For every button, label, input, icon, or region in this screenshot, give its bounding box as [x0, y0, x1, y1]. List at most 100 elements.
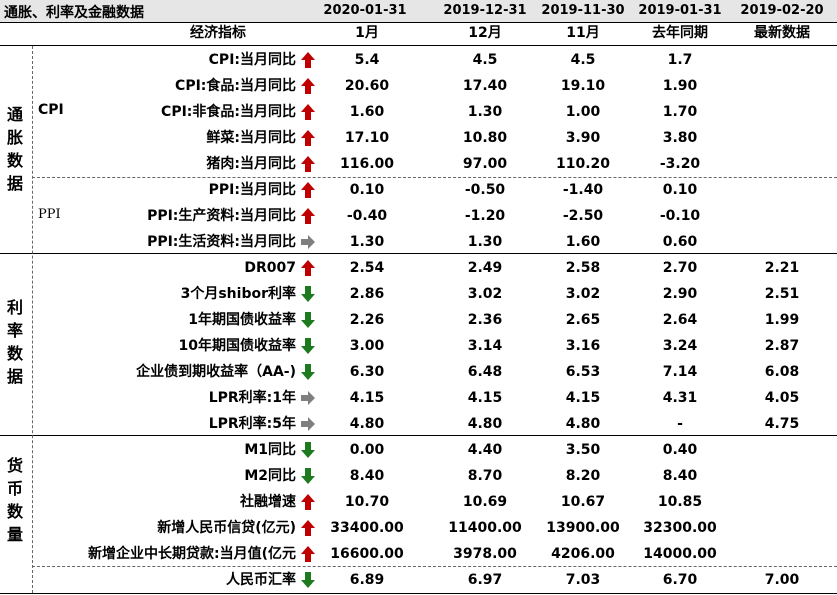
trend-up-icon	[300, 129, 316, 147]
value-cell-col5: 4.75	[764, 416, 800, 432]
value-cell-col3: 4.80	[565, 416, 601, 432]
value-cell-col4: 32300.00	[643, 520, 717, 536]
value-cell-col3: 19.10	[560, 78, 606, 94]
value-cell-col4: 2.90	[662, 286, 698, 302]
trend-up-icon	[300, 207, 316, 225]
value-cell-col1: 6.89	[349, 572, 385, 588]
value-cell-col2: 4.80	[467, 416, 503, 432]
value-cell-col1: 33400.00	[330, 520, 404, 536]
indicator-name: 人民币汇率	[226, 572, 296, 588]
trend-down-icon	[300, 571, 316, 589]
value-cell-col2: 6.48	[467, 364, 503, 380]
value-cell-col3: 1.60	[565, 234, 601, 250]
indicator-name: 3个月shibor利率	[180, 286, 296, 302]
value-cell-col2: 4.40	[467, 442, 503, 458]
value-cell-col4: 0.10	[662, 182, 698, 198]
value-cell-col1: -0.40	[346, 208, 388, 224]
trend-up-icon	[300, 103, 316, 121]
indicator-name: M2同比	[244, 468, 296, 484]
trend-right-icon	[300, 415, 316, 433]
date-col-2: 2019-12-31	[443, 3, 527, 18]
indicator-name: CPI:非食品:当月同比	[161, 104, 296, 120]
value-cell-col4: 3.24	[662, 338, 698, 354]
indicator-name: 猪肉:当月同比	[206, 156, 296, 172]
value-cell-col3: -2.50	[562, 208, 604, 224]
value-cell-col1: 8.40	[349, 468, 385, 484]
value-cell-col2: 3.14	[467, 338, 503, 354]
value-cell-col5: 6.08	[764, 364, 800, 380]
value-cell-col5: 2.87	[764, 338, 800, 354]
indicator-name: PPI:生活资料:当月同比	[147, 234, 296, 250]
value-cell-col2: 2.36	[467, 312, 503, 328]
value-cell-col4: 0.40	[662, 442, 698, 458]
group-money-label: 货币数量	[6, 456, 23, 544]
indicator-name: LPR利率:5年	[208, 416, 296, 432]
indicator-name: 10年期国债收益率	[178, 338, 296, 354]
value-cell-col2: 8.70	[467, 468, 503, 484]
value-cell-col2: 4.15	[467, 390, 503, 406]
trend-down-icon	[300, 285, 316, 303]
trend-down-icon	[300, 467, 316, 485]
value-cell-col2: 1.30	[467, 234, 503, 250]
value-cell-col1: 4.80	[349, 416, 385, 432]
value-cell-col4: 14000.00	[643, 546, 717, 562]
col-header-latest: 最新数据	[754, 25, 810, 41]
value-cell-col1: 1.30	[349, 234, 385, 250]
indicator-name: 1年期国债收益率	[188, 312, 296, 328]
value-cell-col1: 1.60	[349, 104, 385, 120]
indicator-name: 新增人民币信贷(亿元)	[157, 520, 296, 536]
header-bottom-rule	[0, 45, 837, 46]
section-rule-2	[0, 435, 837, 436]
value-cell-col4: 10.85	[657, 494, 703, 510]
trend-up-icon	[300, 181, 316, 199]
value-cell-col3: 7.03	[565, 572, 601, 588]
value-cell-col3: 4.5	[570, 52, 596, 68]
value-cell-col5: 7.00	[764, 572, 800, 588]
value-cell-col2: 10.69	[462, 494, 508, 510]
value-cell-col1: 2.26	[349, 312, 385, 328]
value-cell-col4: -3.20	[659, 156, 701, 172]
value-cell-col5: 4.05	[764, 390, 800, 406]
section-rule-1	[0, 253, 837, 254]
value-cell-col1: 4.15	[349, 390, 385, 406]
indicator-name: 新增企业中长期贷款:当月值(亿元	[88, 546, 296, 562]
value-cell-col3: 8.20	[565, 468, 601, 484]
indicator-name: M1同比	[244, 442, 296, 458]
trend-up-icon	[300, 519, 316, 537]
value-cell-col3: 13900.00	[546, 520, 620, 536]
value-cell-col3: 3.16	[565, 338, 601, 354]
value-cell-col2: -1.20	[464, 208, 506, 224]
indicator-name: CPI:当月同比	[208, 52, 296, 68]
value-cell-col4: 2.64	[662, 312, 698, 328]
value-cell-col3: 10.67	[560, 494, 606, 510]
indicator-name: CPI:食品:当月同比	[175, 78, 296, 94]
value-cell-col2: 97.00	[462, 156, 508, 172]
trend-down-icon	[300, 363, 316, 381]
subgroup-ppi: PPI	[38, 207, 61, 222]
value-cell-col2: 1.30	[467, 104, 503, 120]
value-cell-col1: 2.86	[349, 286, 385, 302]
trend-down-icon	[300, 337, 316, 355]
date-col-1: 2020-01-31	[323, 3, 407, 18]
value-cell-col3: 2.58	[565, 260, 601, 276]
group-money: 货币数量	[6, 454, 24, 546]
col-header-indicator: 经济指标	[190, 25, 246, 41]
value-cell-col4: 1.70	[662, 104, 698, 120]
value-cell-col1: 3.00	[349, 338, 385, 354]
value-cell-col4: 8.40	[662, 468, 698, 484]
value-cell-col3: 3.02	[565, 286, 601, 302]
value-cell-col3: 3.50	[565, 442, 601, 458]
value-cell-col2: 4.5	[472, 52, 498, 68]
value-cell-col2: 17.40	[462, 78, 508, 94]
col-header-last-year: 去年同期	[652, 25, 708, 41]
group-inflation: 通胀数据	[6, 103, 24, 195]
trend-up-icon	[300, 155, 316, 173]
value-cell-col1: 17.10	[344, 130, 390, 146]
group-rates: 利率数据	[6, 296, 24, 388]
value-cell-col3: 6.53	[565, 364, 601, 380]
value-cell-col5: 2.51	[764, 286, 800, 302]
bottom-rule	[0, 593, 837, 594]
value-cell-col1: 0.10	[349, 182, 385, 198]
indicator-name: DR007	[244, 260, 296, 276]
col-header-jan: 1月	[355, 25, 379, 41]
